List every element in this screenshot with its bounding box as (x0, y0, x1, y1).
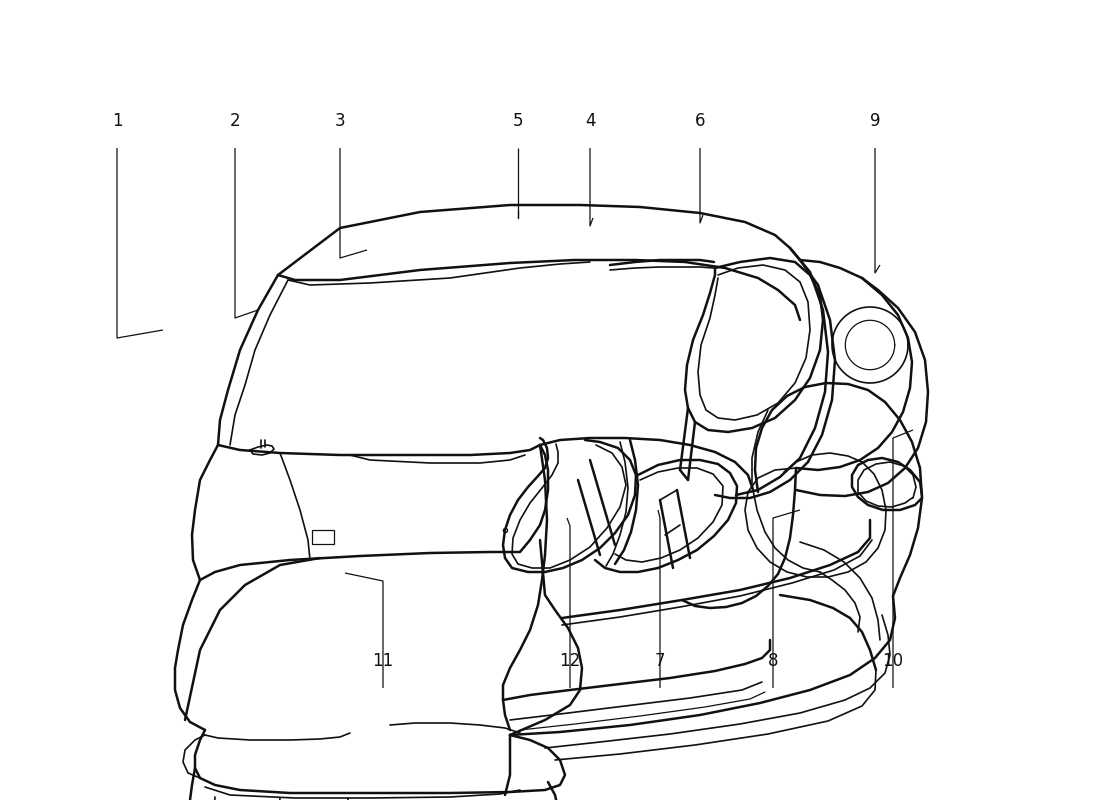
Text: 11: 11 (373, 652, 394, 670)
Text: 2: 2 (230, 112, 240, 130)
Text: 1: 1 (112, 112, 122, 130)
Text: 3: 3 (334, 112, 345, 130)
Text: 4: 4 (585, 112, 595, 130)
Text: 12: 12 (560, 652, 581, 670)
Text: 6: 6 (695, 112, 705, 130)
Text: 9: 9 (870, 112, 880, 130)
Text: 5: 5 (513, 112, 524, 130)
Text: 10: 10 (882, 652, 903, 670)
Text: 8: 8 (768, 652, 779, 670)
Text: 7: 7 (654, 652, 666, 670)
